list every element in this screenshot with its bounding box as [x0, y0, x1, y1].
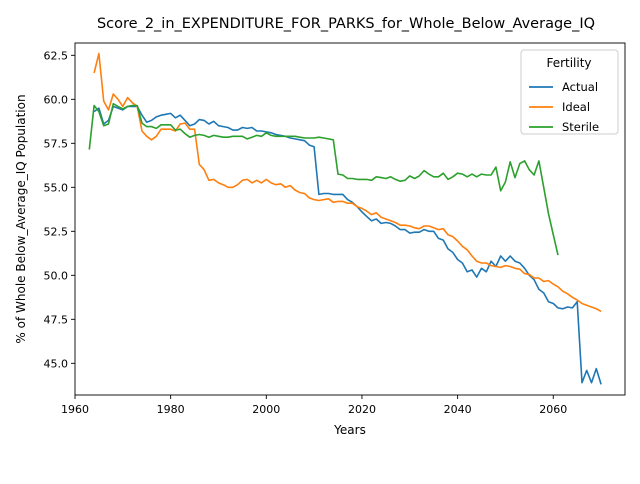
series-line-sterile [88, 102, 559, 256]
y-tick-label: 55.0 [44, 181, 69, 194]
legend-label-sterile: Sterile [562, 120, 599, 134]
y-tick-label: 62.5 [44, 49, 69, 62]
x-tick-label: 2020 [348, 403, 376, 416]
x-axis: 1960 1980 2000 2020 2040 2060 [61, 395, 567, 416]
series-layer [88, 52, 602, 385]
x-tick-label: 2000 [252, 403, 280, 416]
plot-frame [74, 42, 626, 396]
y-tick-label: 60.0 [44, 93, 69, 106]
x-tick-label: 2040 [444, 403, 472, 416]
x-tick-label: 1960 [61, 403, 89, 416]
legend-label-ideal: Ideal [562, 100, 590, 114]
y-tick-label: 52.5 [44, 225, 69, 238]
y-axis-label: % of Whole Below_Average_IQ Population [14, 94, 28, 343]
chart-title: Score_2_in_EXPENDITURE_FOR_PARKS_for_Who… [97, 16, 595, 32]
y-tick-label: 45.0 [44, 357, 69, 370]
legend-box [520, 49, 619, 135]
y-tick-label: 50.0 [44, 269, 69, 282]
legend-items: Actual Ideal Sterile [529, 80, 599, 134]
x-tick-label: 1980 [157, 403, 185, 416]
legend: Fertility Actual Ideal Sterile [520, 49, 619, 135]
y-axis: 45.0 47.5 50.0 52.5 55.0 57.5 60.0 62.5 [44, 49, 75, 370]
series-line-ideal [93, 52, 602, 313]
legend-label-actual: Actual [562, 80, 598, 94]
x-tick-label: 2060 [539, 403, 567, 416]
legend-title: Fertility [546, 56, 591, 70]
series-line-actual [93, 105, 602, 385]
y-tick-label: 47.5 [44, 313, 69, 326]
y-tick-label: 57.5 [44, 137, 69, 150]
x-axis-label: Years [333, 423, 366, 437]
